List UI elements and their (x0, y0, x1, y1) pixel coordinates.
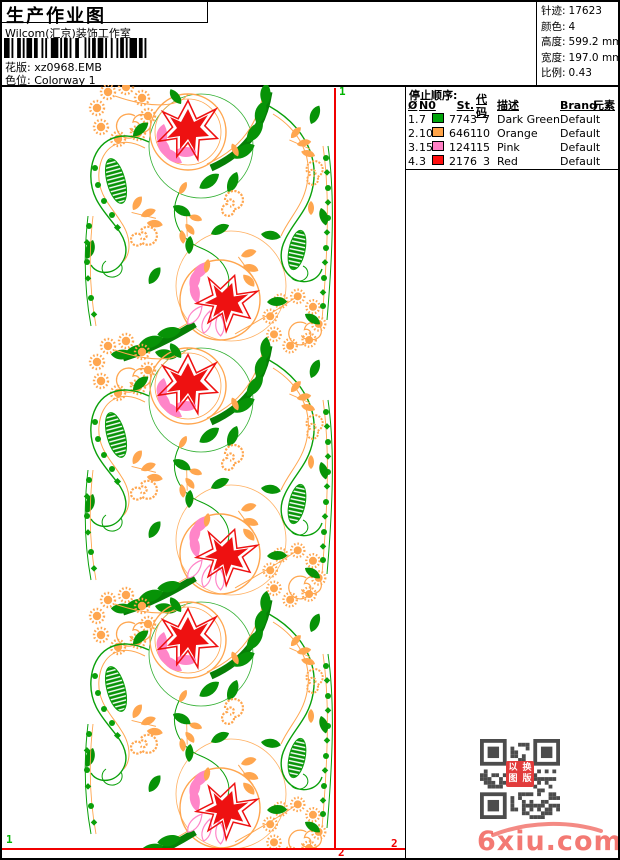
colorway-label: 色位: (5, 74, 31, 87)
brand-cell: Default (560, 112, 601, 126)
stats-box: 针迹: 17623 颜色: 4 高度: 599.2 mm 宽度: 197.0 mm 比例… (536, 2, 618, 85)
seq-cell: 2. (408, 126, 419, 140)
color-swatch (432, 154, 444, 165)
col-header-brand: Brand (560, 99, 597, 112)
table-row: 4. 3 2176 3 Red Default (405, 154, 618, 168)
stat-value: 4 (568, 20, 576, 33)
stat-label: 宽度: (541, 51, 566, 64)
code-cell: 7 (483, 112, 490, 126)
brand-cell: Default (560, 140, 601, 154)
embroidery-design-canvas (2, 85, 405, 850)
color-swatch (432, 140, 444, 151)
needle-cell: 10 (419, 126, 433, 140)
stat-value: 17623 (568, 5, 602, 17)
table-header-row: Ø N0 St. 代码 描述 Brand 元素 (405, 93, 618, 119)
stitches-cell: 1241 (449, 140, 477, 154)
table-bottom-rule (405, 169, 618, 170)
stat-label: 比例: (541, 67, 566, 79)
title-box (2, 2, 208, 23)
repeat-marker-1-top: 1 (339, 85, 346, 98)
stitches-cell: 7743 (449, 112, 477, 126)
seal-char: 版 (522, 774, 532, 784)
page-title: 生产作业图 (6, 6, 106, 27)
code-cell: 15 (476, 140, 490, 154)
stat-label: 针迹: (541, 5, 566, 17)
col-header-description: 描述 (497, 99, 519, 112)
watermark-text: 6xiu.com (477, 826, 620, 857)
needle-cell: 15 (419, 140, 433, 154)
stat-colors: 颜色: 4 (541, 20, 618, 36)
stop-sequence-title: 停止顺序: (409, 89, 458, 102)
needle-cell: 3 (419, 154, 426, 168)
studio-subtitle: Wilcom(汇京)装饰工作室 (5, 27, 131, 40)
col-header-element: 元素 (593, 99, 615, 112)
description-cell: Dark Green (497, 112, 560, 126)
stitches-cell: 6461 (449, 126, 477, 140)
barcode-icon (4, 38, 147, 58)
seal-char: 图 (508, 774, 518, 784)
seq-cell: 1. (408, 112, 419, 126)
table-row: 2. 10 6461 10 Orange Default (405, 126, 618, 140)
stat-label: 颜色: (541, 20, 566, 33)
seq-cell: 4. (408, 154, 419, 168)
repeat-marker-1-bottom: 1 (6, 833, 13, 846)
brand-cell: Default (560, 154, 601, 168)
repeat-line-horizontal (2, 848, 405, 850)
seal-char: 以 (508, 763, 518, 773)
description-cell: Orange (497, 126, 538, 140)
watermark-swoosh-icon (491, 821, 603, 837)
panel-divider (405, 85, 406, 858)
color-swatch (432, 112, 444, 123)
stat-stitches: 针迹: 17623 (541, 4, 618, 20)
table-row: 1. 7 7743 7 Dark Green Default (405, 112, 618, 126)
pattern-line: 花版: xz0968.EMB (5, 59, 102, 75)
col-header-stitches: St. (456, 99, 474, 112)
repeat-line-vertical (334, 88, 336, 849)
brand-cell: Default (560, 126, 601, 140)
stat-value: 0.43 (568, 67, 592, 79)
stat-value: 599.2 mm (568, 36, 620, 48)
qr-code-icon (480, 739, 560, 819)
pattern-value: xz0968.EMB (34, 61, 102, 74)
colorway-line: 色位: Colorway 1 (5, 72, 96, 88)
qr-seal: 以 换 图 版 (506, 761, 534, 787)
header-rule (2, 85, 618, 87)
repeat-marker-2-outer: 2 (391, 837, 398, 850)
seq-cell: 3. (408, 140, 419, 154)
table-row: 3. 15 1241 15 Pink Default (405, 140, 618, 154)
seal-char: 换 (522, 763, 532, 773)
pattern-label: 花版: (5, 61, 31, 74)
code-cell: 3 (483, 154, 490, 168)
description-cell: Red (497, 154, 518, 168)
col-header-code: 代码 (476, 92, 487, 119)
description-cell: Pink (497, 140, 520, 154)
stat-scale: 比例: 0.43 (541, 66, 618, 82)
stop-sequence-table: Ø N0 St. 代码 描述 Brand 元素 1. 7 7743 7 Dark… (405, 93, 618, 168)
code-cell: 10 (476, 126, 490, 140)
col-header-index: Ø (408, 99, 418, 112)
col-header-needle: N0 (419, 99, 436, 112)
needle-cell: 7 (419, 112, 426, 126)
color-swatch (432, 126, 444, 137)
stat-height: 高度: 599.2 mm (541, 35, 618, 51)
stitches-cell: 2176 (449, 154, 477, 168)
stat-width: 宽度: 197.0 mm (541, 51, 618, 67)
stat-value: 197.0 mm (568, 51, 620, 64)
repeat-marker-2-inner: 2 (338, 846, 345, 859)
stat-label: 高度: (541, 36, 566, 48)
colorway-value: Colorway 1 (34, 74, 96, 87)
